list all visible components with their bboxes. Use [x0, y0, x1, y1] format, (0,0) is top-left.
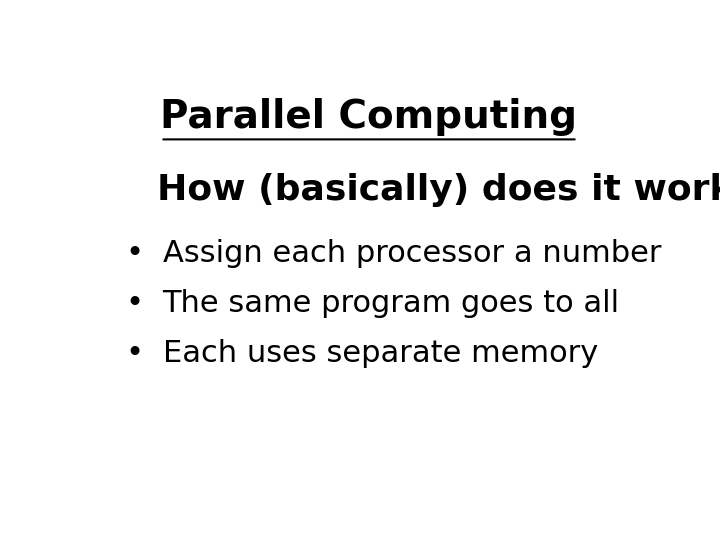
Text: •: • — [125, 239, 144, 268]
Text: Each uses separate memory: Each uses separate memory — [163, 339, 598, 368]
Text: Assign each processor a number: Assign each processor a number — [163, 239, 661, 268]
Text: Parallel Computing: Parallel Computing — [161, 98, 577, 136]
Text: The same program goes to all: The same program goes to all — [163, 289, 620, 319]
Text: •: • — [125, 289, 144, 319]
Text: •: • — [125, 339, 144, 368]
Text: How (basically) does it work?: How (basically) does it work? — [157, 173, 720, 207]
